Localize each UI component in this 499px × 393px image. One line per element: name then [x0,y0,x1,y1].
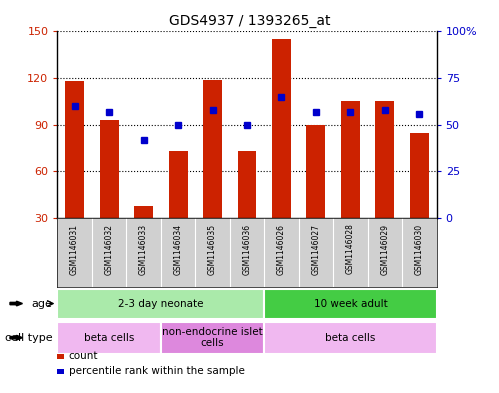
Text: percentile rank within the sample: percentile rank within the sample [69,366,245,376]
Text: GSM1146035: GSM1146035 [208,224,217,275]
Bar [65,81,84,218]
Bar [264,322,437,354]
Text: beta cells: beta cells [84,333,134,343]
Text: 2-3 day neonate: 2-3 day neonate [118,299,204,309]
Text: GSM1146036: GSM1146036 [243,224,251,275]
Text: GSM1146028: GSM1146028 [346,224,355,274]
Bar [57,289,264,319]
Bar [264,289,437,319]
Text: GSM1146026: GSM1146026 [277,224,286,275]
Text: GSM1146029: GSM1146029 [380,224,389,275]
Bar [203,80,222,218]
Text: age: age [31,299,52,309]
Text: 10 week adult: 10 week adult [313,299,387,309]
Bar [410,132,429,218]
Text: non-endocrine islet
cells: non-endocrine islet cells [162,327,263,349]
Bar [169,151,188,218]
Text: GSM1146034: GSM1146034 [174,224,183,275]
Text: GSM1146030: GSM1146030 [415,224,424,275]
Bar [100,120,119,218]
Bar [57,322,161,354]
Bar [134,206,153,218]
Text: count: count [69,351,98,362]
Text: beta cells: beta cells [325,333,376,343]
Text: GSM1146032: GSM1146032 [105,224,114,275]
Bar [272,39,291,218]
Text: GDS4937 / 1393265_at: GDS4937 / 1393265_at [169,14,330,28]
Text: GSM1146027: GSM1146027 [311,224,320,275]
Text: GSM1146031: GSM1146031 [70,224,79,275]
Bar [238,151,256,218]
Bar [375,101,394,218]
Text: GSM1146033: GSM1146033 [139,224,148,275]
Bar [341,101,360,218]
Bar [161,322,264,354]
Text: cell type: cell type [5,333,52,343]
Bar [306,125,325,218]
